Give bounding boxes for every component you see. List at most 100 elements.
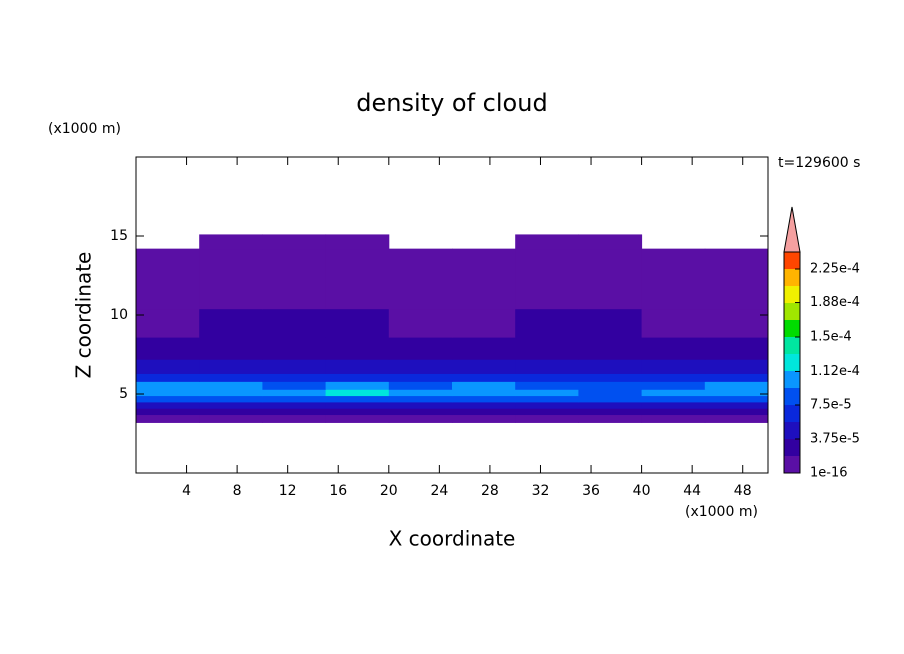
x-tick-label: 40 bbox=[633, 483, 651, 499]
contour-cell bbox=[262, 401, 327, 409]
contour-cell bbox=[388, 414, 453, 423]
contour-cell bbox=[262, 414, 327, 423]
contour-cell bbox=[199, 248, 263, 310]
contour-cell bbox=[199, 308, 263, 338]
colorbar-band bbox=[784, 354, 800, 371]
contour-cell bbox=[641, 373, 706, 382]
contour-cell bbox=[325, 389, 390, 397]
contour-cell bbox=[136, 308, 200, 338]
contour-cell bbox=[641, 414, 706, 423]
contour-cell bbox=[704, 337, 769, 360]
contour-cell bbox=[325, 395, 390, 403]
contour-cell bbox=[452, 395, 516, 403]
contour-cell bbox=[136, 337, 200, 360]
x-tick-label: 4 bbox=[182, 483, 191, 499]
contour-cell bbox=[388, 395, 453, 403]
contour-cell bbox=[199, 234, 263, 250]
x-tick-label: 8 bbox=[233, 483, 242, 499]
x-tick-label: 48 bbox=[734, 483, 752, 499]
contour-cell bbox=[325, 248, 390, 310]
contour-cell bbox=[515, 337, 579, 360]
contour-cell bbox=[515, 401, 579, 409]
contour-cell bbox=[515, 414, 579, 423]
contour-cell bbox=[136, 248, 200, 310]
x-tick-label: 36 bbox=[582, 483, 600, 499]
contour-cell bbox=[578, 389, 643, 397]
contour-cell bbox=[515, 308, 579, 338]
contour-cell bbox=[325, 373, 390, 382]
contour-cell bbox=[262, 408, 327, 416]
contour-cell bbox=[452, 389, 516, 397]
x-tick-label: 24 bbox=[430, 483, 448, 499]
contour-cell bbox=[578, 381, 643, 390]
contour-cell bbox=[515, 408, 579, 416]
contour-cell bbox=[515, 381, 579, 390]
contour-cell bbox=[515, 359, 579, 374]
contour-cell bbox=[578, 308, 643, 338]
contour-cell bbox=[578, 395, 643, 403]
contour-cell bbox=[136, 414, 200, 423]
contour-cell bbox=[136, 401, 200, 409]
x-unit: (x1000 m) bbox=[685, 504, 758, 520]
contour-cell bbox=[641, 308, 706, 338]
contour-cell bbox=[262, 248, 327, 310]
contour-cell bbox=[136, 381, 200, 390]
contour-cell bbox=[262, 389, 327, 397]
time-label: t=129600 s bbox=[778, 155, 860, 171]
contour-cell bbox=[452, 414, 516, 423]
colorbar-band bbox=[784, 269, 800, 286]
contour-cell bbox=[704, 359, 769, 374]
x-tick-label: 32 bbox=[532, 483, 550, 499]
contour-cell bbox=[262, 337, 327, 360]
contour-cell bbox=[452, 373, 516, 382]
contour-cell bbox=[388, 373, 453, 382]
contour-cell bbox=[578, 234, 643, 250]
colorbar-tick-label: 1.5e-4 bbox=[810, 330, 852, 345]
contour-cell bbox=[578, 414, 643, 423]
contour-cell bbox=[199, 381, 263, 390]
contour-cell bbox=[641, 401, 706, 409]
contour-cell bbox=[452, 401, 516, 409]
contour-cell bbox=[578, 373, 643, 382]
colorbar-band bbox=[784, 439, 800, 456]
contour-cell bbox=[262, 395, 327, 403]
contour-cell bbox=[136, 373, 200, 382]
contour-cell bbox=[325, 408, 390, 416]
contour-cell bbox=[452, 381, 516, 390]
contour-cell bbox=[704, 248, 769, 310]
y-axis-label: Z coordinate bbox=[72, 252, 96, 379]
colorbar-tick-label: 1e-16 bbox=[810, 466, 848, 481]
contour-cell bbox=[325, 381, 390, 390]
contour-cell bbox=[388, 408, 453, 416]
contour-cell bbox=[262, 373, 327, 382]
colorbar-band bbox=[784, 405, 800, 422]
contour-cell bbox=[262, 308, 327, 338]
colorbar-band bbox=[784, 337, 800, 354]
contour-cell bbox=[136, 359, 200, 374]
contour-cell bbox=[325, 414, 390, 423]
contour-cell bbox=[704, 395, 769, 403]
x-tick-label: 20 bbox=[380, 483, 398, 499]
x-tick-label: 28 bbox=[481, 483, 499, 499]
contour-cell bbox=[199, 395, 263, 403]
contour-cell bbox=[325, 401, 390, 409]
contour-cell bbox=[515, 248, 579, 310]
contour-cell bbox=[325, 308, 390, 338]
colorbar-band bbox=[784, 303, 800, 320]
contour-cell bbox=[388, 381, 453, 390]
colorbar-over bbox=[783, 206, 801, 253]
contour-cell bbox=[136, 395, 200, 403]
contour-cell bbox=[262, 359, 327, 374]
contour-cell bbox=[199, 401, 263, 409]
contour-cell bbox=[641, 389, 706, 397]
contour-cell bbox=[388, 248, 453, 310]
x-axis-label: X coordinate bbox=[389, 527, 516, 551]
contour-cell bbox=[199, 337, 263, 360]
contour-cell bbox=[325, 337, 390, 360]
y-unit: (x1000 m) bbox=[48, 121, 121, 137]
contour-cell bbox=[704, 414, 769, 423]
contour-cell bbox=[704, 389, 769, 397]
contour-cell bbox=[578, 248, 643, 310]
colorbar-band bbox=[784, 388, 800, 405]
